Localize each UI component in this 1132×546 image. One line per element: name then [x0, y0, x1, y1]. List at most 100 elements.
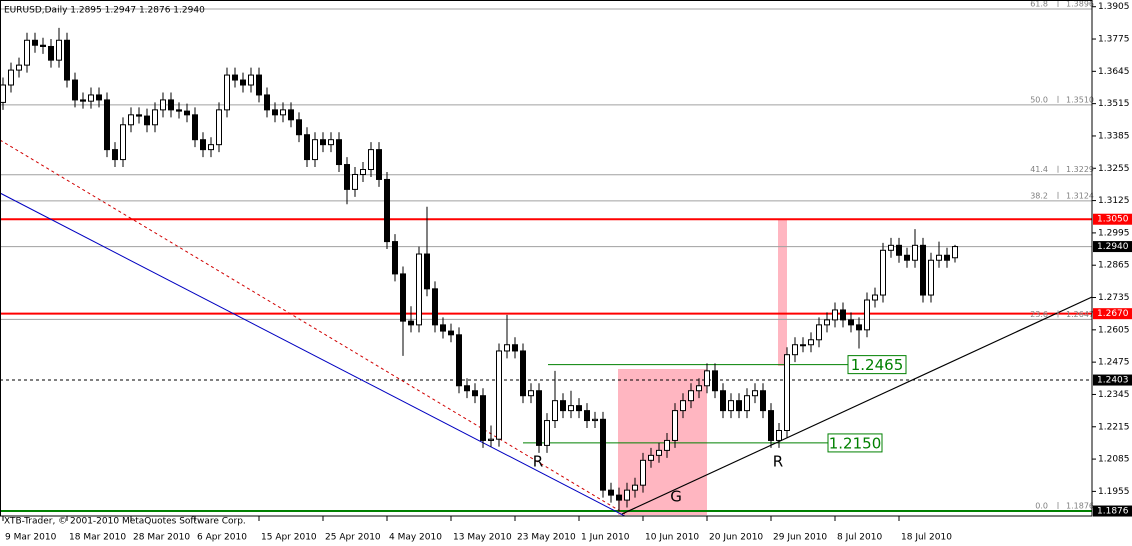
candle-body	[832, 309, 838, 321]
candle-body	[368, 149, 374, 171]
candle-body	[704, 370, 710, 387]
candle-body	[744, 395, 750, 412]
candle-body	[128, 114, 134, 126]
y-tick-label: 1.2865	[1098, 261, 1130, 271]
candle-body	[576, 405, 582, 412]
candle-body	[344, 164, 350, 190]
copyright: XTB-Trader, © 2001-2010 MetaQuotes Softw…	[4, 517, 246, 527]
sr-label: 1.2150	[829, 434, 882, 452]
fib-level: 41.4	[1030, 165, 1048, 174]
candle-body	[112, 149, 118, 161]
candle-body	[728, 400, 734, 412]
candle-body	[24, 39, 30, 66]
candle-body	[544, 420, 550, 446]
candle-body	[528, 390, 534, 397]
x-tick-label: 28 Mar 2010	[133, 533, 190, 543]
y-tick-label: 1.2215	[1098, 422, 1130, 432]
candle-body	[616, 494, 622, 501]
candle-body	[504, 344, 510, 352]
sr-box	[827, 433, 883, 453]
x-tick-label: 29 Jun 2010	[773, 533, 827, 543]
candle-body	[480, 395, 486, 441]
candle-body	[872, 294, 878, 301]
fib-level: 38.2	[1030, 191, 1048, 200]
fib-price: 1.3124	[1066, 191, 1094, 200]
candle-body	[520, 350, 526, 397]
candle-body	[840, 309, 846, 321]
candle-body	[440, 324, 446, 332]
price-box	[1093, 213, 1132, 225]
candle-body	[192, 114, 198, 141]
candle-body	[16, 64, 22, 71]
candle-body	[256, 74, 262, 96]
candle-body	[120, 124, 126, 161]
candle-body	[672, 410, 678, 441]
candle-body	[248, 74, 254, 86]
trend-line	[0, 192, 626, 516]
candle-body	[280, 109, 286, 116]
candle-body	[488, 438, 494, 441]
candle-body	[600, 418, 606, 491]
candle-body	[32, 39, 38, 46]
candle-body	[104, 99, 110, 151]
candle-body	[232, 74, 238, 81]
candle-body	[816, 324, 822, 341]
candle-body	[936, 254, 942, 261]
candle-body	[464, 385, 470, 392]
candle-body	[904, 254, 910, 261]
candle-body	[944, 254, 950, 261]
candle-body	[808, 339, 814, 346]
candle-body	[296, 119, 302, 136]
candle-body	[40, 44, 46, 47]
candle-body	[160, 99, 166, 111]
x-tick-label: 10 Jun 2010	[645, 533, 699, 543]
candle-body	[632, 484, 638, 491]
y-tick-label: 1.2605	[1098, 325, 1130, 335]
y-tick-label: 1.3775	[1098, 35, 1130, 45]
fib-price: 1.3896	[1066, 0, 1094, 8]
candle-body	[792, 344, 798, 356]
candle-body	[240, 79, 246, 86]
candle-body	[152, 109, 158, 126]
candle-body	[776, 429, 782, 441]
x-tick-label: 8 Jul 2010	[837, 533, 882, 543]
candle-body	[552, 400, 558, 422]
trend-line	[621, 296, 1092, 515]
candle-body	[496, 350, 502, 440]
y-tick-label: 1.3645	[1098, 67, 1130, 77]
candle-body	[640, 459, 646, 486]
candle-body	[312, 139, 318, 161]
candle-body	[688, 390, 694, 402]
breakout-zone	[778, 219, 787, 366]
candle-body	[88, 94, 94, 102]
price-box-label: 1.2403	[1097, 376, 1129, 386]
price-box	[1093, 308, 1132, 320]
x-tick-label: 13 May 2010	[453, 533, 512, 543]
candle-body	[664, 439, 670, 451]
trend-line	[0, 139, 626, 515]
x-tick-label: 4 May 2010	[389, 533, 442, 543]
candle-body	[680, 400, 686, 412]
candle-body	[304, 134, 310, 161]
plot-frame	[0, 0, 1093, 517]
candle-body	[176, 109, 182, 112]
candle-body	[264, 94, 270, 111]
y-tick-label: 1.3255	[1098, 164, 1130, 174]
chart-header: EURUSD,Daily 1.2895 1.2947 1.2876 1.2940	[4, 6, 205, 16]
candle-body	[432, 288, 438, 326]
candle-body	[696, 385, 702, 392]
candle-body	[456, 334, 462, 387]
candle-body	[384, 178, 390, 243]
candle-body	[864, 299, 870, 331]
y-tick-label: 1.1955	[1098, 487, 1130, 497]
price-box-label: 1.1876	[1097, 507, 1129, 517]
candle-body	[168, 99, 174, 111]
x-tick-label: 23 May 2010	[517, 533, 576, 543]
candle-body	[880, 249, 886, 296]
candle-body	[888, 244, 894, 251]
candle-body	[800, 344, 806, 347]
sr-box	[847, 355, 907, 375]
candle-body	[80, 99, 86, 102]
